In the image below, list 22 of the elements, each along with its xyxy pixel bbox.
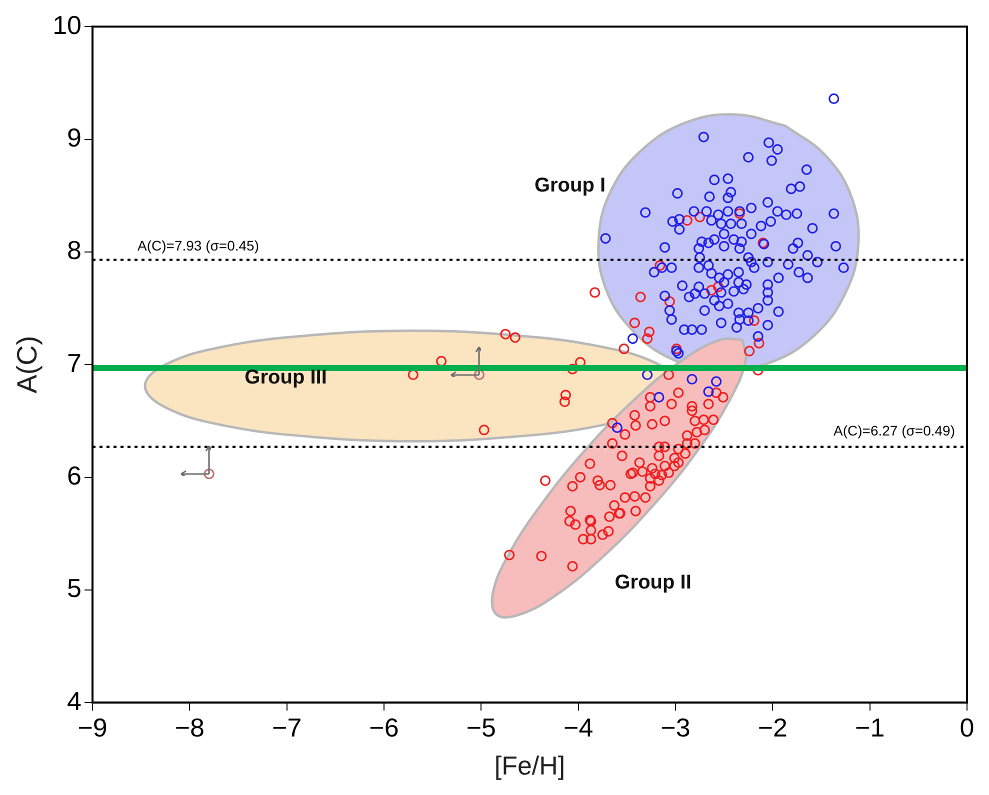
- y-tick-label: 7: [67, 348, 82, 378]
- x-tick-label: −3: [660, 712, 690, 742]
- x-tick-label: −6: [369, 712, 399, 742]
- y-axis-title: A(C): [12, 336, 43, 394]
- ref-line-label: A(C)=6.27 (σ=0.49): [834, 422, 955, 439]
- y-tick-label: 10: [52, 10, 82, 40]
- x-tick-label: −1: [855, 712, 885, 742]
- y-tick-label: 8: [67, 235, 82, 266]
- x-tick-label: −8: [174, 712, 205, 742]
- annotation: Group III: [244, 366, 327, 389]
- annotation: Group II: [614, 571, 692, 594]
- x-tick-label: −4: [564, 712, 594, 742]
- x-tick-label: −7: [272, 712, 302, 742]
- y-tick-label: 6: [67, 460, 82, 490]
- ref-line-label: A(C)=7.93 (σ=0.45): [138, 238, 260, 254]
- x-tick-label: −2: [758, 712, 788, 742]
- x-axis-title: [Fe/H]: [494, 750, 566, 781]
- annotation: Group I: [534, 174, 606, 197]
- y-tick-label: 5: [67, 573, 82, 604]
- x-tick-label: −5: [466, 712, 496, 742]
- y-tick-label: 9: [67, 122, 82, 152]
- x-tick-label: 0: [960, 712, 974, 742]
